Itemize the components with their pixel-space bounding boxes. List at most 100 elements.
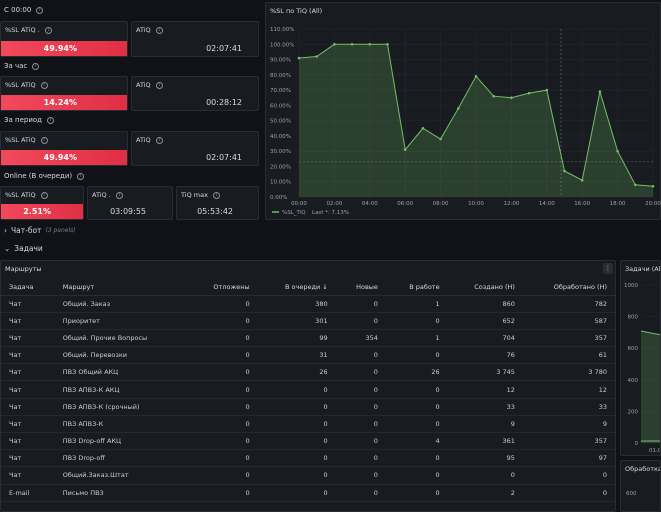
data-point — [457, 107, 460, 110]
column-header[interactable]: Маршрут — [54, 279, 189, 296]
table-cell: 9 — [447, 415, 523, 434]
table-cell: 0 — [257, 484, 336, 502]
table-cell: 0 — [188, 432, 258, 451]
data-point — [580, 178, 584, 182]
table-cell: 31 — [257, 346, 336, 365]
sl-tiq-chart: 0.00% 10.00% 20.00% 30.00% 40.00% 50.00% 60.00… — [270, 27, 661, 216]
table-cell: 0 — [385, 466, 448, 485]
stat-value: 03:09:55 — [110, 207, 146, 216]
info-icon[interactable]: i — [155, 136, 163, 144]
x-tick-label: 20:00 — [645, 201, 661, 207]
table-cell: 0 — [335, 346, 386, 365]
info-icon[interactable]: i — [40, 81, 48, 89]
legend-label: %SL_TiQ — [282, 210, 306, 216]
table-row: E-mail Письмо ПВЗ 0 0 0 0 2 0 — [1, 484, 615, 502]
table-cell: ПВЗ АПВЗ-К — [54, 415, 189, 434]
stat-value: 05:53:42 — [197, 207, 233, 216]
info-icon[interactable]: i — [155, 26, 163, 34]
table-row: Чат Общий. Прочие Вопросы 0 99 354 1 704 357 — [1, 329, 615, 348]
stat-sl-atiq-3: %SL ATiQ i 49.94% — [0, 131, 128, 166]
table-cell: 0 — [335, 363, 386, 382]
table-cell: 0 — [385, 312, 448, 330]
panel-menu-icon[interactable]: ⋮ — [603, 263, 613, 274]
column-header[interactable]: Новые — [335, 279, 386, 296]
info-icon[interactable]: i — [115, 191, 123, 199]
table-cell: 3 780 — [522, 363, 615, 382]
info-icon[interactable]: i — [32, 62, 40, 70]
processing-side-panel: Обработка 600 — [620, 460, 661, 512]
table-cell: 1 — [385, 295, 448, 313]
axis-tick: 600 — [626, 491, 637, 497]
info-icon[interactable]: i — [44, 26, 52, 34]
table-cell: 354 — [335, 329, 386, 348]
table-cell: Чат — [1, 363, 55, 382]
data-point — [403, 148, 407, 151]
info-icon[interactable]: i — [155, 81, 163, 89]
info-icon[interactable]: i — [77, 172, 85, 180]
data-point — [386, 42, 389, 46]
chevron-down-icon: ⌄ — [4, 244, 11, 253]
table-cell: Общий. Прочие Вопросы — [54, 329, 189, 348]
info-icon[interactable]: i — [40, 136, 48, 144]
column-header[interactable]: Задача — [1, 279, 55, 296]
data-point — [651, 185, 655, 188]
data-point — [510, 96, 513, 100]
stat-label: ATiQ . — [92, 191, 111, 199]
y-tick-label: 10.00% — [270, 180, 291, 186]
table-row: Чат ПВЗ АПВЗ-К (срочный) 0 0 0 0 33 33 — [1, 398, 615, 416]
y-tick-label: 400 — [628, 378, 639, 384]
table-cell: Чат — [1, 466, 55, 485]
table-cell: Чат — [1, 346, 55, 365]
x-tick-label: 08:00 — [433, 201, 449, 207]
stat-value: 49.94% — [1, 41, 127, 56]
column-header[interactable]: В очереди ↓ — [257, 279, 336, 296]
data-point — [492, 94, 495, 98]
section-hour: За час i — [4, 62, 40, 70]
table-cell: 0 — [188, 312, 258, 330]
y-tick-label: 110.00% — [270, 27, 294, 33]
x-tick-label: 00:00 — [291, 201, 307, 207]
table-cell: 33 — [522, 398, 615, 416]
table-cell: 2 — [447, 484, 523, 502]
table-cell: 0 — [257, 398, 336, 416]
data-point — [368, 42, 372, 46]
info-icon[interactable]: i — [40, 191, 48, 199]
column-header[interactable]: В работе — [385, 279, 448, 296]
stat-label: %SL ATiQ — [5, 191, 36, 199]
info-icon[interactable]: i — [212, 191, 220, 199]
table-cell: 301 — [257, 312, 336, 330]
table-cell: 0 — [335, 312, 386, 330]
side-title: Обработка — [625, 465, 661, 473]
y-tick-label: 100.00% — [270, 42, 294, 48]
table-cell: Чат — [1, 380, 55, 399]
table-row: Чат ПВЗ Drop-off 0 0 0 0 95 97 — [1, 449, 615, 468]
table-row: Чат Приоритет 0 301 0 0 652 587 — [1, 312, 615, 330]
table-cell: 361 — [447, 432, 523, 451]
row-title: Задачи — [14, 244, 43, 253]
info-icon[interactable]: i — [47, 116, 55, 124]
stat-value: 00:28:12 — [206, 98, 242, 107]
table-cell: Чат — [1, 432, 55, 451]
data-point — [474, 75, 478, 78]
data-point — [634, 183, 637, 187]
info-icon[interactable]: i — [36, 6, 44, 14]
stat-value: 2.51% — [1, 204, 83, 219]
table-cell: 0 — [257, 432, 336, 451]
stat-label: ATiQ — [136, 26, 151, 34]
table-cell: 357 — [522, 329, 615, 348]
section-period: За период i — [4, 116, 55, 124]
column-header[interactable]: Создано (Н) — [447, 279, 523, 296]
stat-sl-atiq-4: %SL ATiQ i 2.51% — [0, 186, 84, 220]
stat-atiq-2: ATiQ i 00:28:12 — [131, 76, 259, 111]
y-tick-label: 60.00% — [270, 103, 291, 109]
table-cell: ПВЗ Drop-off АКЦ — [54, 432, 189, 451]
row-tasks[interactable]: ⌄ Задачи — [4, 244, 43, 253]
stat-label: ATiQ — [136, 136, 151, 144]
table-cell: 0 — [188, 398, 258, 416]
table-title: Маршруты — [5, 265, 42, 273]
row-chatbot[interactable]: › Чат-бот (3 panels) — [4, 226, 76, 235]
table-cell: 0 — [385, 449, 448, 468]
table-row: Чат ПВЗ АПВЗ-К АКЦ 0 0 0 0 12 12 — [1, 380, 615, 399]
column-header[interactable]: Обработано (Н) — [522, 279, 615, 296]
column-header[interactable]: Отложены — [188, 279, 258, 296]
